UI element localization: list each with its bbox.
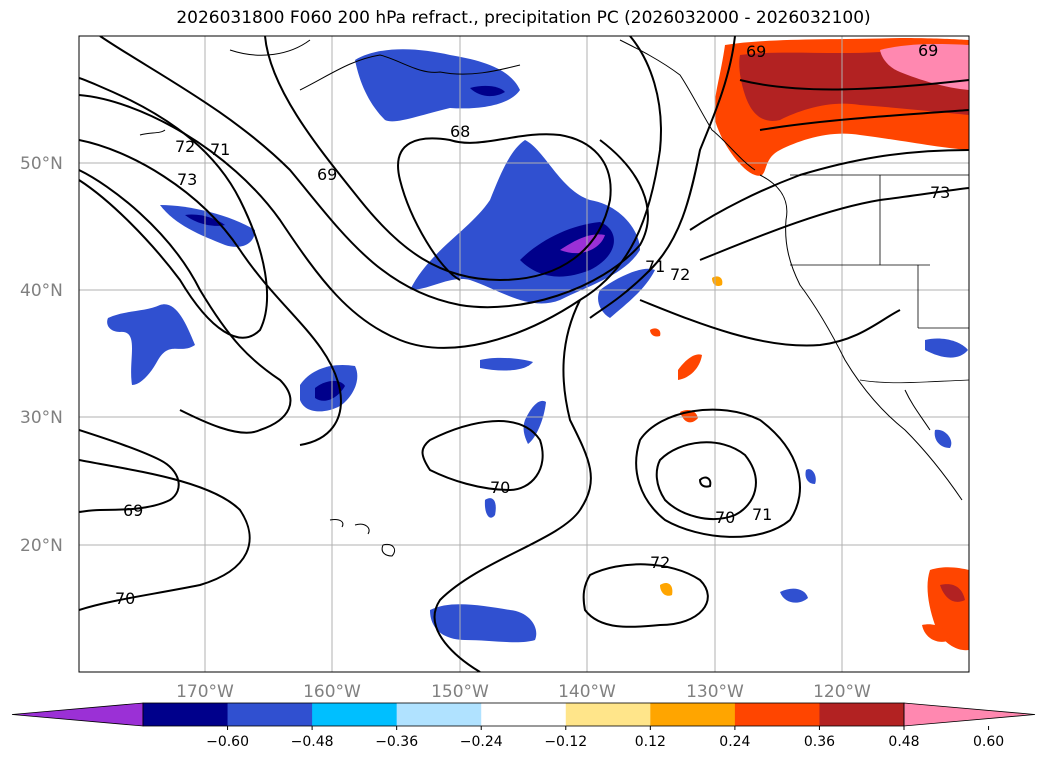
- colorbar-segment: [312, 703, 398, 726]
- colorbar-tick-label: −0.36: [375, 734, 418, 750]
- contour-labels: 72 71 73 69 68 69 71 72 70 70 71 72 69 7…: [115, 41, 950, 608]
- colorbar-tick-label: −0.60: [206, 734, 249, 750]
- contour-label: 72: [670, 265, 690, 284]
- colorbar-tick-label: 0.48: [888, 734, 919, 750]
- coastlines: [139, 39, 963, 557]
- colorbar-extend-high: [903, 702, 1036, 727]
- lat-label: 20°N: [20, 536, 63, 556]
- contour-label: 72: [175, 137, 195, 156]
- contour-label: 71: [752, 505, 772, 524]
- longitude-labels: 170°W 160°W 150°W 140°W 130°W 120°W: [176, 682, 871, 702]
- refractivity-contours: [79, 36, 969, 672]
- lon-label: 170°W: [176, 682, 234, 702]
- colorbar-tick-label: 0.60: [973, 734, 1004, 750]
- colorbar-tick-label: 0.12: [635, 734, 666, 750]
- lon-label: 120°W: [813, 682, 871, 702]
- lat-label: 40°N: [20, 281, 63, 301]
- colorbar-outline: [142, 702, 905, 727]
- contour-label: 70: [715, 508, 735, 527]
- map-frame: [78, 35, 970, 673]
- lon-label: 160°W: [303, 682, 361, 702]
- contour-label: 70: [115, 589, 135, 608]
- contour-label: 70: [490, 478, 510, 497]
- colorbar-tick-label: 0.24: [719, 734, 750, 750]
- colorbar-tick-label: −0.48: [291, 734, 334, 750]
- contour-label: 69: [746, 42, 766, 61]
- colorbar-segment: [565, 703, 651, 726]
- contour-label: 69: [123, 501, 143, 520]
- colorbar-segment: [734, 703, 820, 726]
- contour-label: 68: [450, 122, 470, 141]
- contour-label: 69: [918, 41, 938, 60]
- contour-label: 72: [650, 553, 670, 572]
- colorbar: −0.60 −0.48 −0.36 −0.24 −0.12 0.12 0.24 0.36 0.4…: [11, 702, 1036, 750]
- lon-label: 150°W: [431, 682, 489, 702]
- contour-label: 69: [317, 165, 337, 184]
- colorbar-tick-label: 0.36: [804, 734, 835, 750]
- colorbar-segment: [819, 703, 905, 726]
- lon-label: 130°W: [686, 682, 744, 702]
- contour-label: 73: [930, 183, 950, 202]
- lat-label: 30°N: [20, 408, 63, 428]
- contour-label: 71: [210, 140, 230, 159]
- colorbar-tick-label: −0.12: [544, 734, 587, 750]
- colorbar-segment: [650, 703, 736, 726]
- map-title: 2026031800 F060 200 hPa refract., precip…: [176, 8, 871, 28]
- lat-label: 50°N: [20, 154, 63, 174]
- colorbar-segment: [481, 703, 567, 726]
- latitude-labels: 50°N 40°N 30°N 20°N: [20, 154, 63, 556]
- colorbar-extend-low: [11, 702, 144, 727]
- contour-label: 71: [645, 257, 665, 276]
- colorbar-segment: [396, 703, 482, 726]
- colorbar-tick-label: −0.24: [460, 734, 503, 750]
- borders: [790, 174, 969, 384]
- colorbar-segment: [227, 703, 313, 726]
- colorbar-segment: [143, 703, 229, 726]
- lon-label: 140°W: [558, 682, 616, 702]
- contour-label: 73: [177, 170, 197, 189]
